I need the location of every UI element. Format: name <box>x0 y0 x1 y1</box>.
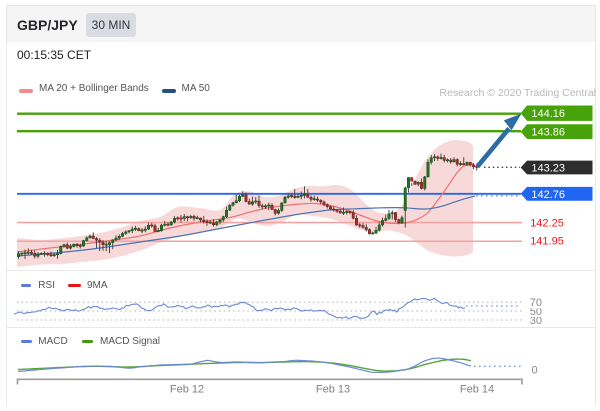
svg-text:142.25: 142.25 <box>530 217 564 229</box>
svg-text:142.76: 142.76 <box>531 189 565 201</box>
svg-text:141.95: 141.95 <box>530 236 564 248</box>
svg-text:144.16: 144.16 <box>531 108 565 120</box>
svg-text:Feb 13: Feb 13 <box>316 384 350 396</box>
svg-text:50: 50 <box>530 306 542 318</box>
svg-text:143.23: 143.23 <box>531 163 565 175</box>
svg-text:143.86: 143.86 <box>531 127 565 139</box>
svg-text:30: 30 <box>530 315 542 327</box>
svg-text:Feb 14: Feb 14 <box>460 384 494 396</box>
svg-text:Feb 12: Feb 12 <box>170 384 204 396</box>
svg-text:70: 70 <box>530 297 542 309</box>
svg-text:0: 0 <box>532 365 538 377</box>
